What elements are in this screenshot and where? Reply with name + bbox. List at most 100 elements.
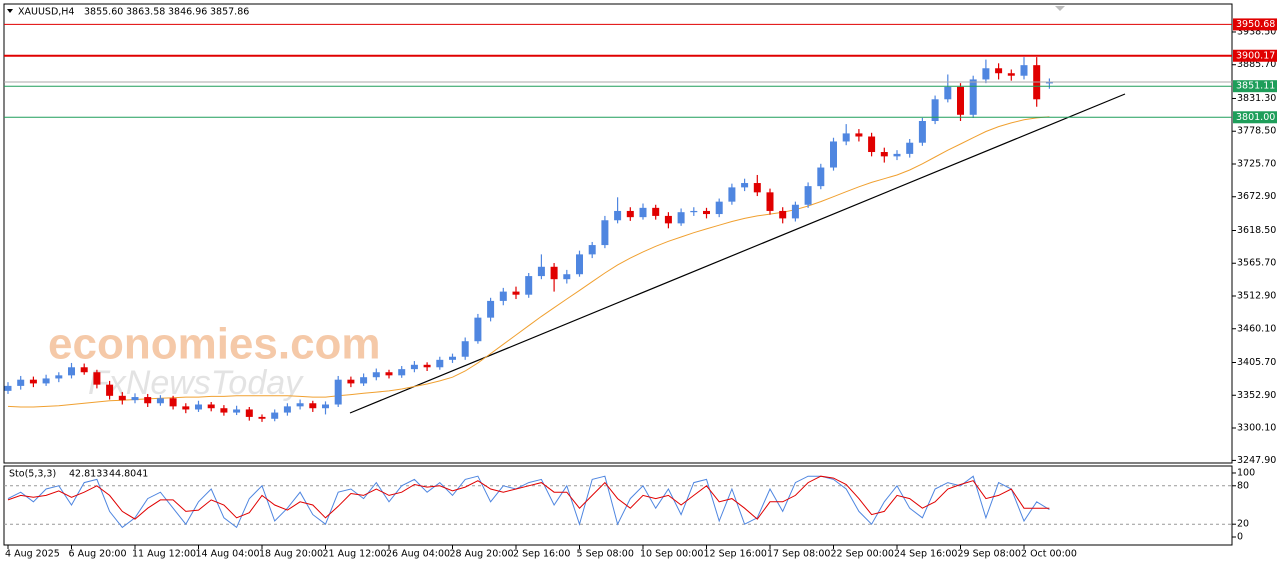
candle-body xyxy=(449,356,456,360)
x-tick-label: 26 Aug 04:00 xyxy=(386,549,450,560)
candle-body xyxy=(309,403,317,409)
y-tick-label: 3778.50 xyxy=(1237,126,1276,137)
candle-body xyxy=(817,167,825,187)
moving-average xyxy=(7,116,1050,408)
candle-body xyxy=(563,274,571,280)
watermark: economies.com FxNewsToday xyxy=(48,320,381,402)
candle-body xyxy=(42,378,50,384)
y-tick-label: 3672.90 xyxy=(1237,191,1276,202)
x-tick-label: 10 Sep 00:00 xyxy=(640,549,703,560)
candle-body xyxy=(753,183,761,193)
candle-body xyxy=(791,204,799,219)
candle-body xyxy=(207,404,215,409)
candle-body xyxy=(195,404,202,410)
candle-body xyxy=(626,210,634,218)
candle-body xyxy=(766,192,774,211)
x-tick-label: 12 Sep 16:00 xyxy=(704,549,767,560)
candle-body xyxy=(779,210,787,219)
candle-body xyxy=(4,385,12,391)
stochastic-main-value: 42.8133 xyxy=(69,469,108,480)
candle-body xyxy=(29,379,37,384)
candle-body xyxy=(741,183,749,188)
candle-body xyxy=(220,408,228,413)
ohlc-close: 3857.86 xyxy=(210,7,249,18)
y-tick-label: 3831.30 xyxy=(1237,93,1276,104)
y-tick-label: 3352.90 xyxy=(1237,390,1276,401)
x-tick-label: 5 Sep 08:00 xyxy=(577,549,634,560)
candle-body xyxy=(80,367,88,373)
candle-body xyxy=(677,212,685,224)
candle-body xyxy=(652,207,660,216)
candle-body xyxy=(385,372,393,376)
stochastic-name: Sto(5,3,3) xyxy=(9,469,56,480)
candle-body xyxy=(436,359,444,368)
candle-body xyxy=(106,384,114,396)
candle-body xyxy=(322,404,329,409)
y-tick-label: 3405.70 xyxy=(1237,357,1276,368)
candle-body xyxy=(537,266,545,277)
candle-body xyxy=(931,99,939,121)
candle-body xyxy=(880,152,888,157)
candle-body xyxy=(347,379,355,384)
candle-body xyxy=(360,377,368,384)
candle-body xyxy=(245,409,253,417)
x-tick-label: 6 Aug 20:00 xyxy=(69,549,127,560)
menu-arrow xyxy=(7,9,13,13)
level-label: 3900.17 xyxy=(1236,50,1275,61)
candle-body xyxy=(156,398,164,404)
symbol: XAUUSD,H4 xyxy=(18,7,74,18)
scroll-marker xyxy=(1055,6,1065,11)
candle-body xyxy=(601,220,609,246)
y-tick-label: 3460.10 xyxy=(1237,323,1276,334)
stochastic-line xyxy=(7,475,1050,520)
candle-body xyxy=(398,369,406,376)
y-tick-label: 3618.50 xyxy=(1237,225,1276,236)
candle-body xyxy=(957,86,964,115)
x-tick-label: 29 Sep 08:00 xyxy=(958,549,1021,560)
candle-body xyxy=(55,375,63,379)
candle-body xyxy=(182,406,190,410)
candle-body xyxy=(728,187,736,202)
candle-body xyxy=(664,215,672,224)
candle-body xyxy=(639,207,647,218)
candle-body xyxy=(893,153,901,157)
stochastic-panel xyxy=(3,465,1233,546)
candle-body xyxy=(512,291,520,295)
candle-body xyxy=(842,133,850,142)
candle-body xyxy=(93,372,101,385)
x-tick-label: 22 Sep 00:00 xyxy=(831,549,894,560)
candle-body xyxy=(969,79,977,115)
candle-body xyxy=(1007,73,1015,76)
main-panel xyxy=(3,3,1233,464)
x-tick-label: 28 Aug 20:00 xyxy=(450,549,514,560)
candle-body xyxy=(334,379,342,405)
x-tick-label: 4 Aug 2025 xyxy=(5,549,60,560)
level-label-box xyxy=(1233,18,1277,31)
stochastic-signal-value: 44.8041 xyxy=(109,469,148,480)
ohlc-high: 3863.58 xyxy=(126,7,165,18)
y-tick-label: 3512.90 xyxy=(1237,291,1276,302)
candle-body xyxy=(169,398,177,407)
candle-body xyxy=(271,412,279,419)
candle-body xyxy=(499,291,507,301)
candle-body xyxy=(372,372,380,378)
candle-body xyxy=(461,341,469,357)
stochastic-tick-label: 0 xyxy=(1237,531,1243,542)
level-label: 3851.11 xyxy=(1236,81,1275,92)
y-tick-label: 3247.90 xyxy=(1237,455,1276,466)
candle-body xyxy=(118,395,126,401)
candle-body xyxy=(131,397,139,401)
candle-body xyxy=(868,136,876,153)
candle-body xyxy=(906,142,914,154)
level-label: 3950.68 xyxy=(1236,19,1275,30)
x-tick-label: 21 Aug 12:00 xyxy=(323,549,387,560)
candle-body xyxy=(550,266,558,280)
level-label: 3801.00 xyxy=(1236,112,1275,123)
watermark-logo: economies.com xyxy=(48,320,381,369)
ohlc-low: 3846.96 xyxy=(168,7,207,18)
candle-body xyxy=(703,210,710,215)
candle-body xyxy=(855,133,863,137)
